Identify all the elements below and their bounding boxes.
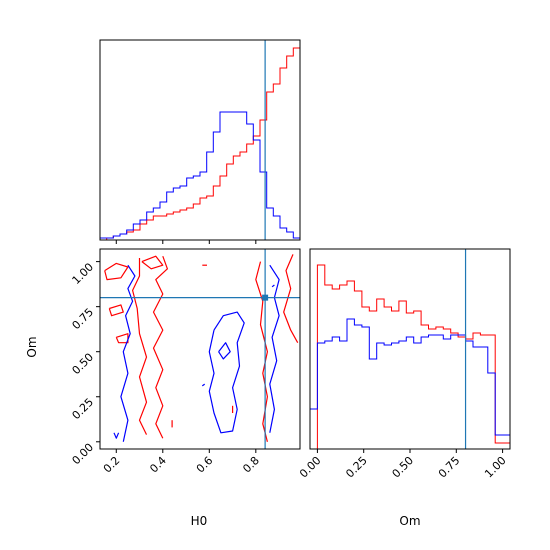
om-ytick-label-2: 0.50 <box>70 351 97 378</box>
contour-red-1 <box>152 255 168 439</box>
contour-red-7 <box>283 254 299 343</box>
om-histogram-panel: 0.00 0.25 0.50 0.75 1.00 <box>297 248 511 481</box>
contour-lines <box>104 254 299 442</box>
x-axis-label-h0: H0 <box>191 514 208 528</box>
om-histogram-blue <box>309 318 511 449</box>
om-xtick-label-1: 0.25 <box>343 454 370 481</box>
contour-red-2 <box>104 262 129 281</box>
om-ytick-label-0: 0.00 <box>70 441 97 468</box>
contour-red-3 <box>108 304 124 317</box>
h0-histogram-blue <box>99 111 301 240</box>
contour-blue-14 <box>218 342 231 360</box>
contour-panel-frame <box>99 248 301 450</box>
h0-histogram-red <box>100 47 301 241</box>
om-xtick-label-3: 0.75 <box>436 454 463 481</box>
contour-blue-13 <box>269 264 280 433</box>
contour-red-6 <box>255 261 268 442</box>
contour-blue-15 <box>113 432 120 439</box>
om-histogram-frame <box>309 248 511 450</box>
contour-blue-11 <box>120 264 136 442</box>
contour-blue-12 <box>208 311 245 434</box>
om-histogram-red <box>310 264 511 450</box>
h0-xtick-label-1: 0.4 <box>147 454 169 476</box>
h0-xtick-label-3: 0.8 <box>240 454 262 476</box>
h0-xtick-label-0: 0.2 <box>101 454 123 476</box>
contour-red-0 <box>132 258 148 435</box>
contour-red-4 <box>115 333 129 344</box>
om-xtick-label-2: 0.50 <box>390 454 417 481</box>
om-xtick-label-0: 0.00 <box>297 454 324 481</box>
y-axis-label-om: Om <box>25 336 39 357</box>
x-axis-label-om: Om <box>399 514 420 528</box>
om-ytick-label-1: 0.25 <box>70 396 97 423</box>
om-ytick-label-3: 0.75 <box>70 306 97 333</box>
truth-marker <box>262 294 269 301</box>
h0-histogram-panel <box>99 39 301 244</box>
contour-blue-17 <box>271 284 275 288</box>
h0-histogram-frame <box>99 39 301 241</box>
h0-xtick-label-2: 0.6 <box>194 454 216 476</box>
om-xtick-label-4: 1.00 <box>482 454 509 481</box>
om-ytick-label-4: 1.00 <box>70 261 97 288</box>
contour-blue-16 <box>201 383 206 387</box>
h0-om-contour-panel: 0.2 0.4 0.6 0.8 0.00 0.25 0.50 0.75 1.00 <box>70 248 301 476</box>
contour-red-5 <box>141 255 164 270</box>
